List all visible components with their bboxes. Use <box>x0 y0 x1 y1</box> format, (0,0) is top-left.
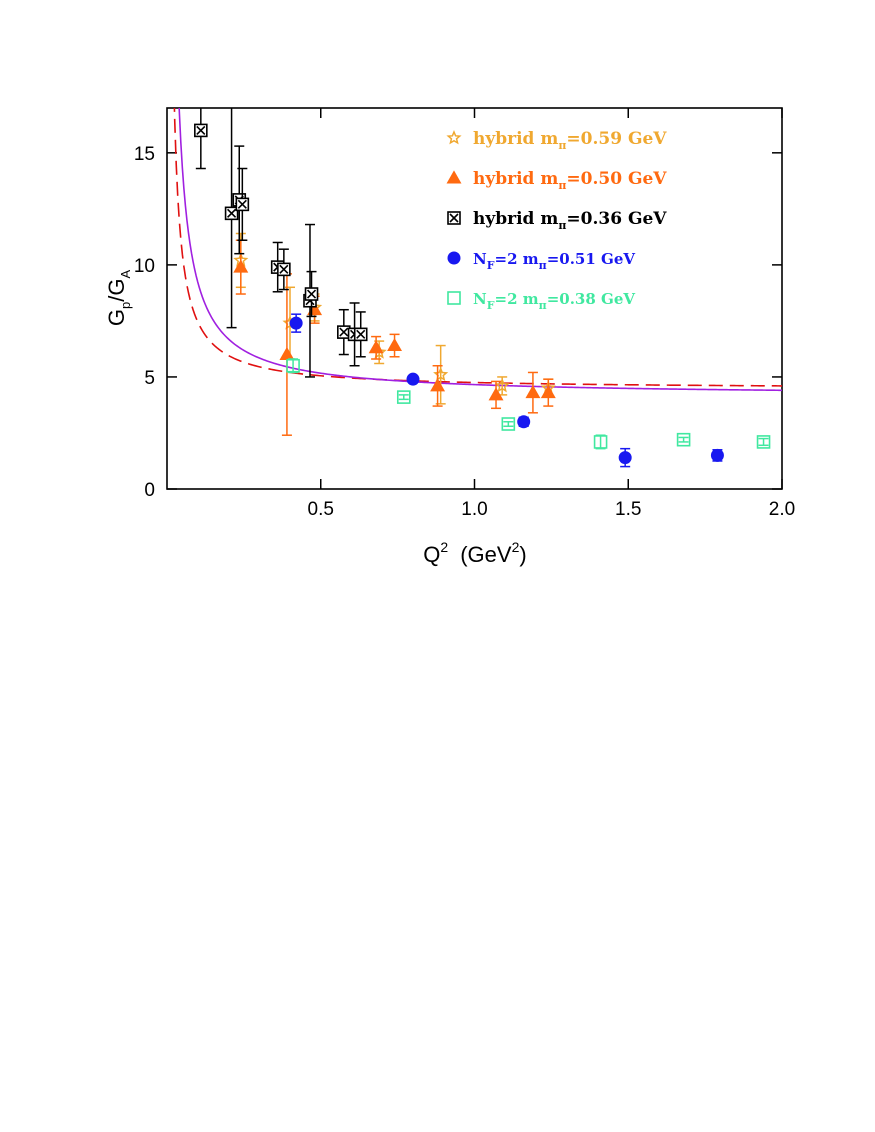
data-point <box>756 435 771 449</box>
data-point-cross <box>356 329 366 339</box>
dashed-fit-curve <box>173 108 782 387</box>
data-point <box>279 346 295 360</box>
data-point <box>540 385 556 399</box>
data-point-cross <box>196 125 206 135</box>
data-point <box>430 378 446 392</box>
legend-entry: hybrid mπ=0.59 GeV <box>446 129 667 152</box>
data-point <box>396 390 411 404</box>
ticks-layer: 0.5 1.0 1.5 2.0 0 5 10 15 <box>134 108 795 520</box>
data-point <box>233 259 249 273</box>
y-tick-label: 0 <box>144 480 155 501</box>
data-point <box>447 251 461 265</box>
data-point <box>676 432 691 447</box>
legend-entry: hybrid mπ=0.50 GeV <box>446 169 667 192</box>
y-tick-label: 15 <box>134 144 155 165</box>
data-point <box>368 340 384 354</box>
x-tick-label: 0.5 <box>308 499 334 520</box>
data-point <box>406 372 420 386</box>
y-tick-label: 10 <box>134 256 155 277</box>
data-point <box>387 337 403 352</box>
series-4 <box>286 358 771 450</box>
legend-label: hybrid mπ=0.59 GeV <box>473 129 667 152</box>
x-axis-label: Q2 (GeV2) <box>423 539 526 567</box>
y-tick-label: 5 <box>144 368 155 389</box>
curves-layer <box>173 108 782 392</box>
solid-fit-curve <box>178 108 782 392</box>
legend-entry: NF=2 mπ=0.51 GeV <box>447 250 635 272</box>
data-point-cross <box>227 208 237 218</box>
data-point <box>494 377 510 393</box>
points-layer <box>194 108 771 468</box>
legend: hybrid mπ=0.59 GeV hybrid mπ=0.50 GeV hybr… <box>446 129 667 312</box>
data-point <box>710 448 724 462</box>
data-point <box>446 170 462 184</box>
data-point <box>433 366 449 382</box>
legend-label: hybrid mπ=0.36 GeV <box>473 209 667 232</box>
legend-label: NF=2 mπ=0.51 GeV <box>473 250 635 272</box>
data-point <box>618 451 632 465</box>
legend-label: NF=2 mπ=0.38 GeV <box>473 290 635 312</box>
data-point-cross <box>449 213 459 223</box>
data-point <box>501 417 516 431</box>
series-3 <box>289 313 724 468</box>
data-point-cross <box>339 327 349 337</box>
x-tick-label: 1.5 <box>615 499 641 520</box>
legend-label: hybrid mπ=0.50 GeV <box>473 169 667 192</box>
x-tick-label: 2.0 <box>769 499 795 520</box>
data-point <box>289 316 303 330</box>
data-point <box>286 358 300 373</box>
y-axis-label: Gp/GA <box>104 270 133 327</box>
data-point <box>446 130 462 145</box>
data-point-cross <box>279 264 289 274</box>
x-tick-label: 1.0 <box>461 499 487 520</box>
series-2 <box>194 108 368 378</box>
legend-entry: NF=2 mπ=0.38 GeV <box>447 290 635 312</box>
data-point <box>517 415 531 429</box>
legend-entry: hybrid mπ=0.36 GeV <box>447 209 667 232</box>
data-point <box>447 291 461 305</box>
data-point <box>488 387 504 401</box>
data-point-cross <box>306 289 317 299</box>
data-point <box>593 435 608 449</box>
data-point-cross <box>237 199 247 209</box>
data-point <box>525 385 541 399</box>
